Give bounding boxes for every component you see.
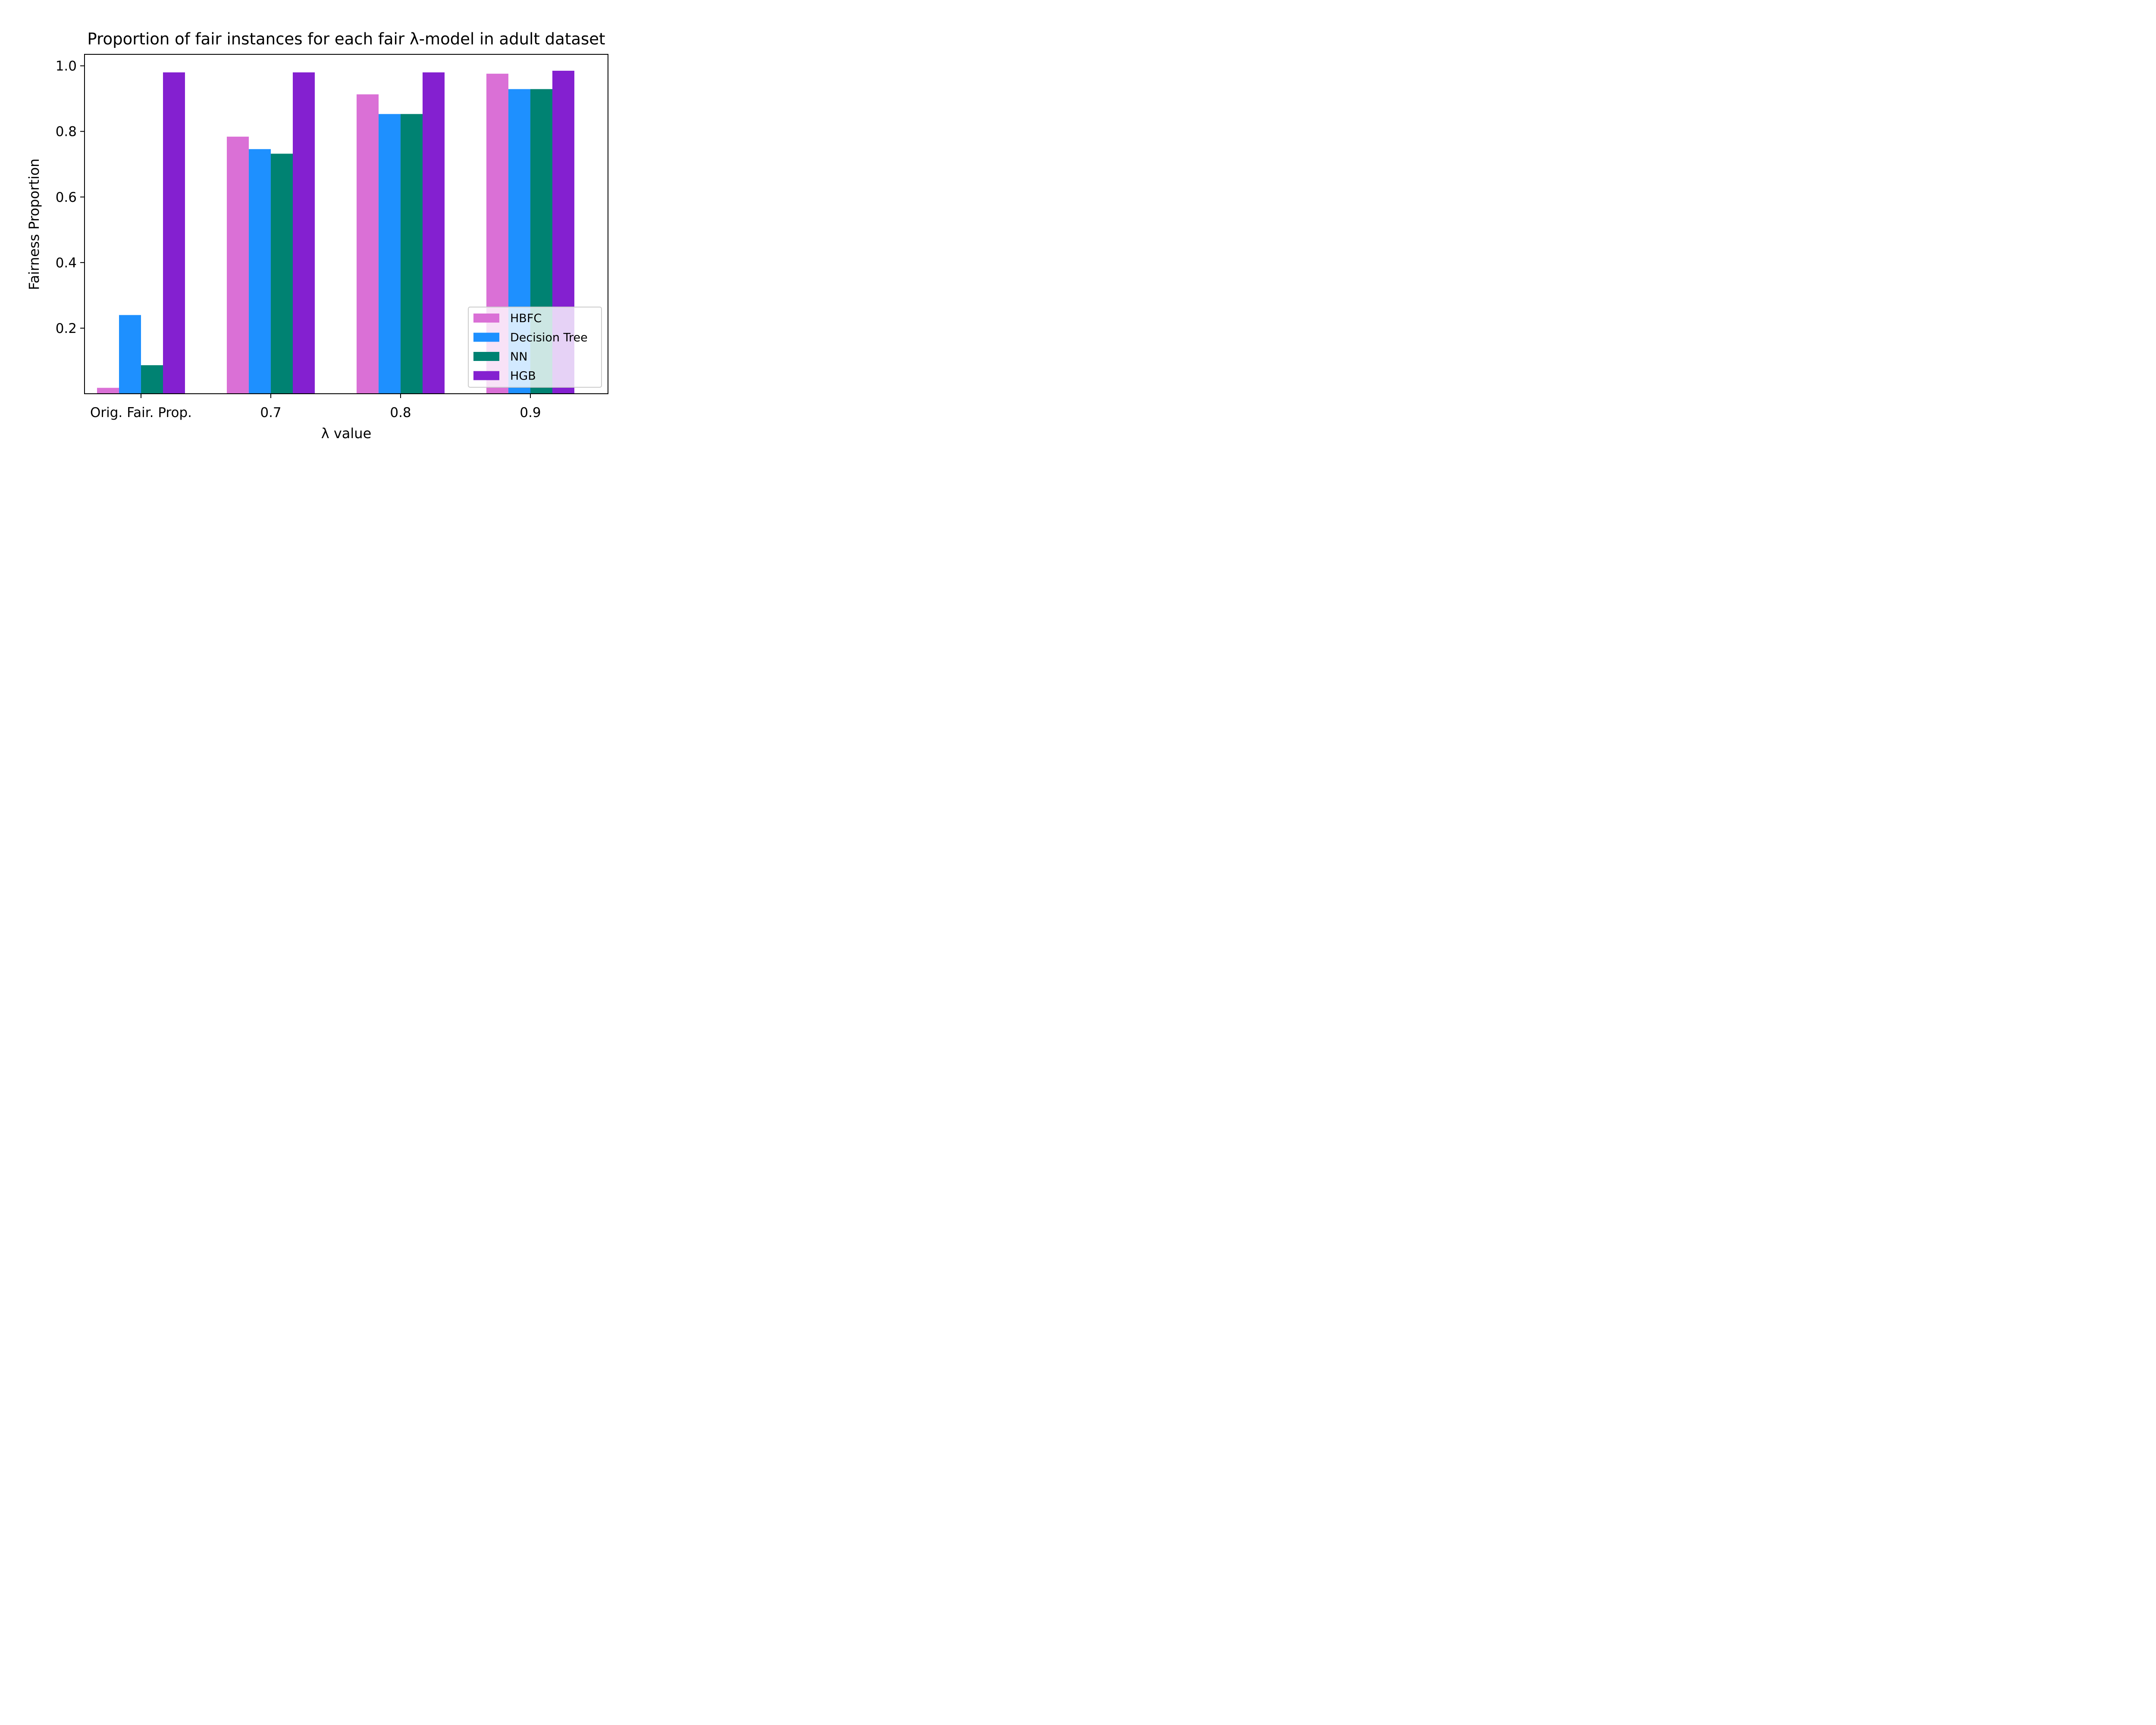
chart-title: Proportion of fair instances for each fa… (87, 30, 605, 48)
legend: HBFC Decision Tree NN HGB (468, 307, 602, 388)
plot-frame (84, 54, 608, 394)
bar-decision-tree-2 (379, 114, 401, 394)
bar-decision-tree-0 (119, 315, 141, 394)
bar-hgb-1 (293, 72, 315, 394)
legend-box (468, 307, 602, 388)
y-tick-label: 0.8 (56, 124, 77, 140)
legend-swatch (473, 332, 499, 342)
legend-label: NN (510, 350, 527, 364)
y-tick-label: 0.6 (56, 190, 77, 205)
x-axis-label: λ value (321, 425, 372, 442)
x-tick-label: 0.7 (260, 405, 281, 420)
x-tick-label: Orig. Fair. Prop. (90, 405, 192, 420)
y-tick-label: 1.0 (56, 59, 77, 74)
bar-hgb-0 (163, 72, 185, 394)
chart: Proportion of fair instances for each fa… (26, 30, 608, 442)
legend-label: Decision Tree (510, 331, 588, 345)
x-tick-label: 0.8 (390, 405, 411, 420)
legend-swatch (473, 314, 499, 323)
bars-group (97, 71, 574, 394)
x-axis-ticks: Orig. Fair. Prop. 0.7 0.8 0.9 (90, 394, 541, 420)
legend-swatch (473, 352, 499, 361)
bar-hgb-2 (423, 72, 445, 394)
bar-nn-0 (141, 365, 163, 394)
legend-label: HGB (510, 370, 536, 383)
y-axis-ticks: 0.2 0.4 0.6 0.8 1.0 (56, 59, 85, 336)
bar-hbfc-0 (97, 388, 119, 394)
bar-hbfc-2 (357, 94, 379, 394)
legend-swatch (473, 371, 499, 380)
y-tick-label: 0.4 (56, 255, 77, 271)
legend-label: HBFC (510, 312, 542, 325)
bar-decision-tree-1 (249, 149, 271, 394)
y-tick-label: 0.2 (56, 321, 77, 336)
bar-nn-1 (271, 154, 293, 394)
bar-nn-2 (401, 114, 423, 394)
y-axis-label: Fairness Proportion (26, 158, 42, 290)
bar-hbfc-1 (227, 136, 249, 394)
x-tick-label: 0.9 (520, 405, 541, 420)
